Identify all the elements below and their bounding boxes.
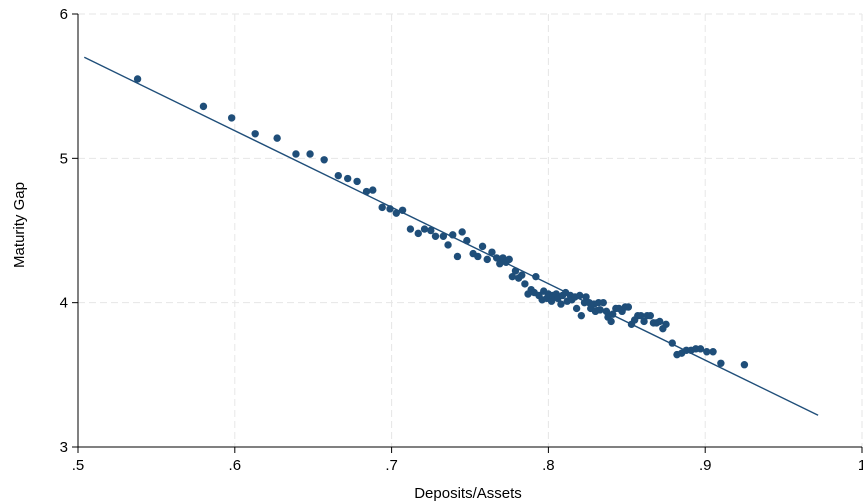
scatter-point	[458, 228, 466, 236]
scatter-point	[386, 205, 394, 213]
scatter-point	[362, 187, 371, 196]
scatter-point	[703, 348, 711, 356]
y-tick-label: 4	[60, 295, 68, 312]
scatter-point	[398, 206, 407, 214]
scatter-point	[449, 231, 457, 239]
scatter-point	[353, 177, 361, 186]
scatter-point	[572, 304, 581, 313]
scatter-point	[483, 255, 491, 264]
scatter-point	[378, 203, 386, 212]
x-tick-label: .7	[385, 457, 398, 474]
scatter-point	[463, 236, 471, 245]
scatter-point	[199, 102, 208, 111]
scatter-point	[640, 317, 648, 326]
scatter-point	[576, 291, 584, 300]
scatter-point	[582, 293, 590, 301]
scatter-point	[532, 272, 540, 281]
scatter-point	[511, 267, 520, 275]
scatter-point	[496, 259, 504, 268]
scatter-point	[320, 156, 328, 164]
x-tick-label: 1	[858, 457, 863, 474]
scatter-point	[334, 171, 342, 180]
scatter-point	[306, 150, 314, 158]
scatter-point	[508, 272, 517, 281]
tick-labels: .5 .6 .7 .8 .9 1 3 4 5 6	[60, 6, 863, 474]
scatter-point	[740, 361, 749, 369]
scatter-point	[607, 317, 615, 326]
scatter-point	[505, 255, 513, 264]
scatter-point	[637, 311, 645, 320]
scatter-point	[474, 252, 482, 261]
scatter-point	[602, 307, 611, 316]
scatter-point	[369, 186, 377, 194]
x-tick-label: .5	[72, 457, 85, 474]
scatter-point	[488, 248, 496, 256]
scatter-point	[709, 348, 717, 356]
scatter-point	[343, 174, 352, 183]
scatter-point	[492, 254, 501, 262]
y-tick-label: 3	[60, 439, 68, 456]
y-axis-title: Maturity Gap	[11, 182, 28, 268]
scatter-point	[646, 311, 655, 320]
x-tick-label: .8	[542, 457, 555, 474]
scatter-point	[406, 225, 415, 233]
scatter-point	[133, 75, 142, 83]
data-points	[133, 75, 749, 369]
y-tick-label: 5	[60, 150, 68, 167]
scatter-point	[227, 114, 236, 122]
scatter-point	[656, 317, 664, 326]
scatter-point	[547, 297, 556, 305]
scatter-point	[292, 150, 300, 158]
scatter-point	[439, 232, 448, 240]
scatter-point	[557, 300, 565, 308]
scatter-point	[521, 280, 529, 288]
x-axis-title: Deposits/Assets	[414, 485, 522, 502]
scatter-point	[478, 242, 487, 251]
scatter-point	[668, 339, 676, 347]
x-tick-label: .6	[229, 457, 242, 474]
scatter-point	[453, 252, 462, 261]
scatter-point	[577, 311, 586, 320]
scatter-point	[599, 298, 607, 307]
scatter-point	[608, 310, 617, 318]
axes	[72, 13, 863, 453]
x-tick-label: .9	[699, 457, 712, 474]
scatter-point	[696, 345, 705, 353]
scatter-point	[273, 134, 281, 142]
scatter-point	[251, 130, 259, 138]
y-tick-label: 6	[60, 6, 68, 23]
scatter-point	[596, 306, 604, 314]
scatter-point	[662, 320, 670, 329]
scatter-point	[624, 303, 633, 311]
scatter-point	[392, 209, 401, 217]
scatter-point	[414, 229, 422, 238]
scatter-point	[427, 226, 435, 235]
scatter-point	[717, 359, 725, 367]
scatter-point	[431, 232, 440, 240]
scatter-point	[420, 225, 429, 233]
scatter-point	[518, 271, 526, 279]
scatter-point	[444, 241, 452, 249]
